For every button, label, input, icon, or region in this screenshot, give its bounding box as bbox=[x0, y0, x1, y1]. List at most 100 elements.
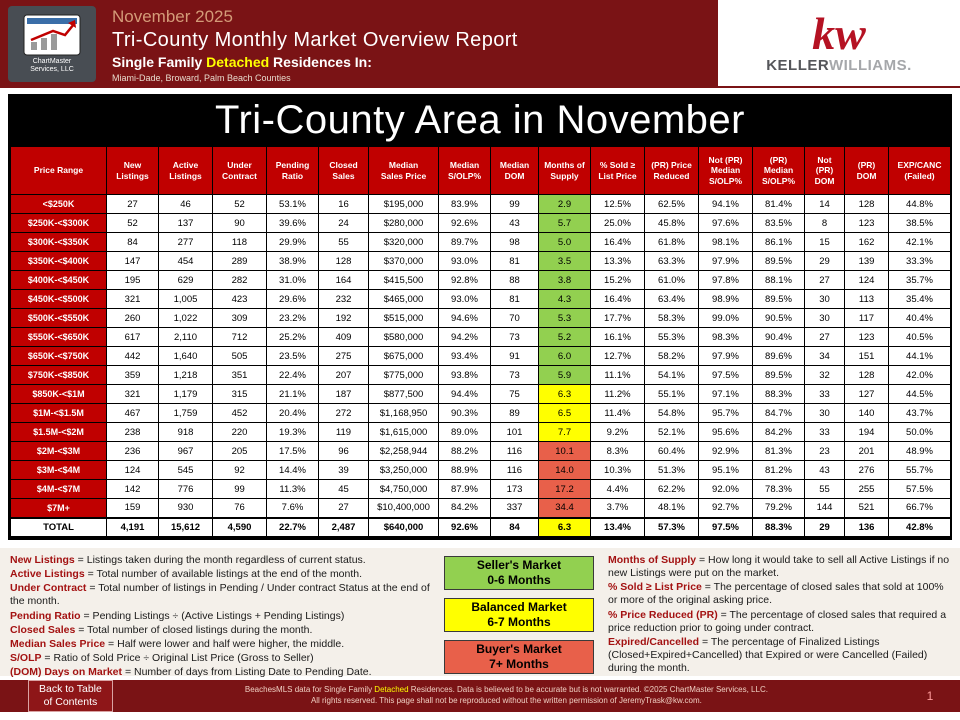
data-cell: 1,005 bbox=[158, 289, 213, 309]
data-cell: 93.4% bbox=[438, 346, 491, 366]
column-header: Not (PR) DOM bbox=[804, 146, 845, 195]
months-supply-cell: 5.7 bbox=[538, 213, 591, 233]
price-range-cell: TOTAL bbox=[10, 516, 107, 537]
table-panel: Tri-County Area in November Price Range N… bbox=[8, 94, 952, 540]
table-row: $1M-<$1.5M 467 1,759 452 20.4% 272 $1,168,950 9… bbox=[10, 403, 951, 423]
definition-item: Under Contract = Total number of listing… bbox=[10, 582, 430, 608]
price-range-cell: $250K-<$300K bbox=[10, 213, 107, 233]
definition-item: New Listings = Listings taken during the… bbox=[10, 554, 430, 567]
definition-text: = Pending Listings ÷ (Active Listings + … bbox=[80, 609, 345, 622]
data-cell: $515,000 bbox=[368, 308, 439, 328]
data-cell: $1,615,000 bbox=[368, 422, 439, 442]
data-cell: 20.4% bbox=[266, 403, 319, 423]
page-number: 1 bbox=[926, 689, 934, 703]
definition-item: S/OLP = Ratio of Sold Price ÷ Original L… bbox=[10, 652, 430, 665]
data-cell: $465,000 bbox=[368, 289, 439, 309]
report-header: ChartMaster Services, LLC November 2025 … bbox=[0, 0, 960, 88]
price-range-cell: $300K-<$350K bbox=[10, 232, 107, 252]
data-cell: 545 bbox=[158, 460, 213, 480]
column-header: Median S/OLP% bbox=[438, 146, 491, 195]
market-box-range: 0-6 Months bbox=[487, 573, 551, 587]
data-cell: 14.4% bbox=[266, 460, 319, 480]
balanced-market-box: Balanced Market 6-7 Months bbox=[444, 598, 594, 632]
data-cell: 58.2% bbox=[644, 346, 699, 366]
data-cell: 14 bbox=[804, 194, 845, 214]
table-row: $550K-<$650K 617 2,110 712 25.2% 409 $580,000 9… bbox=[10, 327, 951, 347]
table-row: $300K-<$350K 84 277 118 29.9% 55 $320,000 89.7%… bbox=[10, 232, 951, 252]
data-cell: 162 bbox=[844, 232, 889, 252]
column-header: Pending Ratio bbox=[266, 146, 319, 195]
definition-term: Months of Supply bbox=[608, 554, 697, 566]
data-cell: 119 bbox=[318, 422, 369, 442]
market-legend: Seller's Market 0-6 Months Balanced Mark… bbox=[444, 554, 594, 676]
chartmaster-logo-text: ChartMaster Services, LLC bbox=[30, 57, 74, 73]
data-cell: 39.6% bbox=[266, 213, 319, 233]
data-cell: 139 bbox=[844, 251, 889, 271]
data-cell: 90.4% bbox=[752, 327, 805, 347]
data-cell: 89.0% bbox=[438, 422, 491, 442]
data-cell: 136 bbox=[844, 516, 889, 537]
data-cell: 92.7% bbox=[698, 498, 753, 518]
data-cell: 55.7% bbox=[888, 460, 951, 480]
data-cell: 94.1% bbox=[698, 194, 753, 214]
data-cell: 11.1% bbox=[590, 365, 645, 385]
definition-term: % Price Reduced (PR) bbox=[608, 608, 718, 621]
data-cell: 88.9% bbox=[438, 460, 491, 480]
data-cell: 173 bbox=[490, 479, 539, 499]
data-cell: 98.3% bbox=[698, 327, 753, 347]
data-cell: 92 bbox=[212, 460, 267, 480]
footer-disclaimer: BeachesMLS data for Single Family Detach… bbox=[113, 685, 900, 707]
data-cell: 93.0% bbox=[438, 289, 491, 309]
table-row: $650K-<$750K 442 1,640 505 23.5% 275 $675,000 9… bbox=[10, 346, 951, 366]
data-cell: 309 bbox=[212, 308, 267, 328]
total-row: TOTAL 4,191 15,612 4,590 22.7% 2,487 $640,000 9… bbox=[10, 516, 951, 537]
data-cell: 48.1% bbox=[644, 498, 699, 518]
definition-item: % Price Reduced (PR) = The percentage of… bbox=[608, 609, 950, 635]
data-cell: 81 bbox=[490, 289, 539, 309]
data-cell: 35.4% bbox=[888, 289, 951, 309]
definitions-right: Months of Supply = How long it would tak… bbox=[608, 554, 950, 676]
data-cell: 12.5% bbox=[590, 194, 645, 214]
column-header: (PR) DOM bbox=[844, 146, 889, 195]
data-cell: 521 bbox=[844, 498, 889, 518]
data-cell: 63.3% bbox=[644, 251, 699, 271]
column-header: (PR) Price Reduced bbox=[644, 146, 699, 195]
column-header: (PR) Median S/OLP% bbox=[752, 146, 805, 195]
data-cell: 92.0% bbox=[698, 479, 753, 499]
data-cell: 967 bbox=[158, 441, 213, 461]
data-cell: 51.3% bbox=[644, 460, 699, 480]
data-cell: 98.1% bbox=[698, 232, 753, 252]
data-cell: 617 bbox=[106, 327, 159, 347]
data-cell: $320,000 bbox=[368, 232, 439, 252]
data-cell: 124 bbox=[106, 460, 159, 480]
data-cell: $640,000 bbox=[368, 516, 439, 537]
months-supply-cell: 6.0 bbox=[538, 346, 591, 366]
data-cell: 16.4% bbox=[590, 289, 645, 309]
data-cell: $415,500 bbox=[368, 270, 439, 290]
data-cell: 452 bbox=[212, 403, 267, 423]
data-cell: 23 bbox=[804, 441, 845, 461]
data-cell: 454 bbox=[158, 251, 213, 271]
back-to-toc-button[interactable]: Back to Table of Contents bbox=[28, 679, 113, 713]
data-cell: 55 bbox=[804, 479, 845, 499]
data-cell: 12.7% bbox=[590, 346, 645, 366]
data-cell: 89.7% bbox=[438, 232, 491, 252]
data-cell: 42.8% bbox=[888, 516, 951, 537]
data-cell: 17.5% bbox=[266, 441, 319, 461]
data-cell: 60.4% bbox=[644, 441, 699, 461]
table-row: $7M+ 159 930 76 7.6% 27 $10,400,000 84.2% 337 34.… bbox=[10, 498, 951, 518]
data-cell: 84.2% bbox=[752, 422, 805, 442]
data-cell: 61.0% bbox=[644, 270, 699, 290]
data-cell: 22.4% bbox=[266, 365, 319, 385]
definition-term: Under Contract bbox=[10, 582, 87, 595]
data-cell: 4,191 bbox=[106, 516, 159, 537]
definition-text: = The percentage of closed sales that re… bbox=[608, 608, 947, 634]
data-cell: 205 bbox=[212, 441, 267, 461]
column-header: Price Range bbox=[10, 146, 107, 195]
chart-icon bbox=[23, 14, 81, 56]
data-cell: 1,640 bbox=[158, 346, 213, 366]
data-cell: $280,000 bbox=[368, 213, 439, 233]
table-row: $450K-<$500K 321 1,005 423 29.6% 232 $465,000 9… bbox=[10, 289, 951, 309]
data-cell: 57.3% bbox=[644, 516, 699, 537]
